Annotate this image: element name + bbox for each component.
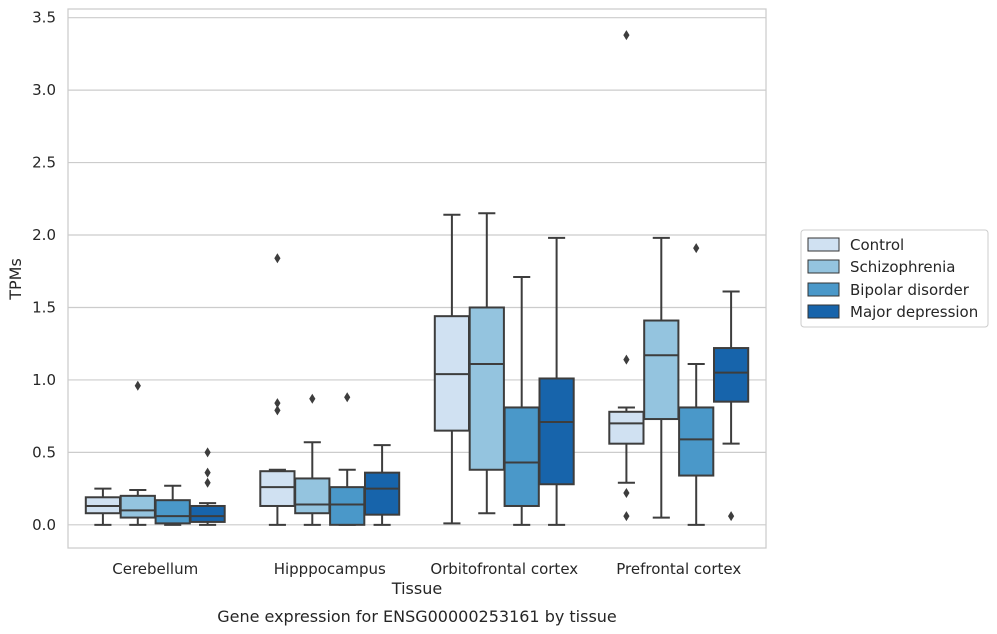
box-group-prefrontal-cortex-schizophrenia (643, 236, 680, 519)
box-group-hipppocampus-major-depression (363, 444, 401, 526)
outlier-point (623, 30, 630, 41)
legend: Control Schizophrenia Bipolar disorder M… (800, 229, 989, 328)
outlier-point (623, 511, 630, 522)
outlier-point (623, 487, 630, 498)
y-tick-label: 0.5 (32, 443, 56, 461)
outlier-point (309, 393, 316, 404)
outlier-point (204, 467, 211, 478)
box-group-hipppocampus-control (259, 253, 296, 526)
box-group-cerebellum-schizophrenia (119, 380, 156, 526)
y-axis-ticks: 0.0 0.5 1.0 1.5 2.0 2.5 3.0 3.5 (32, 9, 56, 534)
box-iqr (363, 471, 401, 516)
box-iqr (329, 486, 366, 526)
y-tick-label: 3.5 (32, 9, 56, 27)
outlier-point (623, 354, 630, 365)
box-group-prefrontal-cortex-major-depression (712, 290, 750, 522)
box-group-orbitofrontal-cortex-control (433, 213, 471, 525)
legend-label-schizophrenia: Schizophrenia (850, 258, 955, 276)
chart-caption: Gene expression for ENSG00000253161 by t… (217, 607, 617, 626)
box-group-orbitofrontal-cortex-schizophrenia (468, 212, 505, 515)
x-tick-label-prefrontal-cortex: Prefrontal cortex (616, 560, 741, 578)
box-iqr (643, 319, 680, 421)
box-iqr (259, 470, 296, 507)
legend-swatch-schizophrenia (807, 259, 840, 274)
box-iqr (468, 306, 505, 471)
outlier-point (274, 398, 281, 409)
box-iqr (678, 406, 715, 477)
legend-label-bipolar-disorder: Bipolar disorder (850, 281, 970, 299)
x-tick-label-orbitofrontal-cortex: Orbitofrontal cortex (430, 560, 578, 578)
box-group-cerebellum-control (84, 487, 122, 526)
x-axis-ticks: Cerebellum Hipppocampus Orbitofrontal cort… (112, 560, 741, 578)
box-plot-marks (84, 30, 750, 526)
box-iqr (503, 406, 540, 507)
box-group-prefrontal-cortex-control (608, 30, 645, 522)
box-iqr (154, 499, 191, 525)
y-tick-label: 3.0 (32, 81, 56, 99)
outlier-point (204, 477, 211, 488)
legend-swatch-control (807, 237, 840, 252)
box-group-orbitofrontal-cortex-major-depression (538, 236, 575, 526)
box-group-prefrontal-cortex-bipolar-disorder (678, 243, 715, 526)
y-axis-label: TPMs (6, 258, 25, 301)
box-group-cerebellum-major-depression (189, 447, 226, 526)
box-iqr (712, 347, 750, 403)
legend-swatch-major-depression (807, 304, 840, 319)
box-iqr (189, 504, 226, 523)
outlier-point (693, 243, 700, 254)
y-tick-label: 0.0 (32, 516, 56, 534)
legend-label-control: Control (850, 236, 904, 254)
box-group-cerebellum-bipolar-disorder (154, 484, 191, 526)
box-iqr (119, 494, 156, 519)
outlier-point (274, 253, 281, 264)
x-axis-label: Tissue (391, 579, 442, 598)
box-group-orbitofrontal-cortex-bipolar-disorder (503, 276, 540, 526)
box-group-hipppocampus-bipolar-disorder (329, 392, 366, 526)
box-iqr (538, 377, 575, 486)
outlier-point (728, 511, 735, 522)
legend-frame (800, 229, 989, 328)
legend-label-major-depression: Major depression (850, 303, 978, 321)
outlier-point (274, 405, 281, 416)
legend-swatch-bipolar-disorder (807, 282, 840, 297)
outlier-point (204, 447, 211, 458)
box-iqr (608, 410, 645, 445)
y-tick-label: 2.5 (32, 154, 56, 172)
y-tick-label: 1.5 (32, 298, 56, 316)
y-tick-label: 1.0 (32, 371, 56, 389)
outlier-point (134, 380, 141, 391)
x-tick-label-cerebellum: Cerebellum (112, 560, 198, 578)
y-tick-label: 2.0 (32, 226, 56, 244)
plot-area-frame (67, 8, 767, 549)
gridlines (68, 17, 766, 526)
box-group-hipppocampus-schizophrenia (294, 393, 331, 526)
outlier-point (344, 392, 351, 403)
x-tick-label-hipppocampus: Hipppocampus (274, 560, 386, 578)
box-iqr (294, 477, 331, 515)
